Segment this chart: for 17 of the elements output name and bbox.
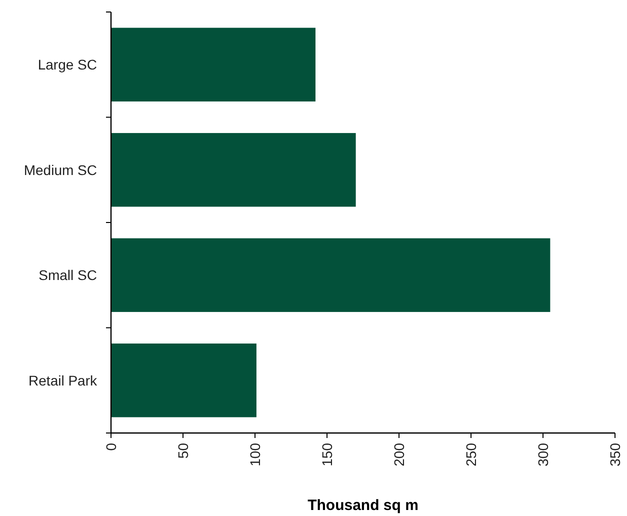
x-tick-label: 200 [390, 442, 407, 466]
x-tick-label: 350 [606, 442, 623, 466]
y-tick-label: Large SC [38, 56, 97, 73]
y-tick-label: Medium SC [24, 162, 97, 178]
bar [111, 238, 550, 312]
x-tick-label: 0 [102, 442, 119, 451]
x-tick-label: 100 [246, 442, 263, 466]
x-tick-label: 50 [174, 442, 191, 459]
y-tick-label: Retail Park [28, 372, 98, 388]
x-axis-title: Thousand sq m [308, 497, 418, 514]
x-tick-label: 250 [462, 442, 479, 466]
bar [111, 133, 356, 207]
bar [111, 344, 256, 418]
y-tick-label: Small SC [38, 267, 97, 284]
bar [111, 28, 316, 102]
x-tick-label: 300 [534, 442, 551, 466]
x-tick-label: 150 [318, 442, 335, 466]
